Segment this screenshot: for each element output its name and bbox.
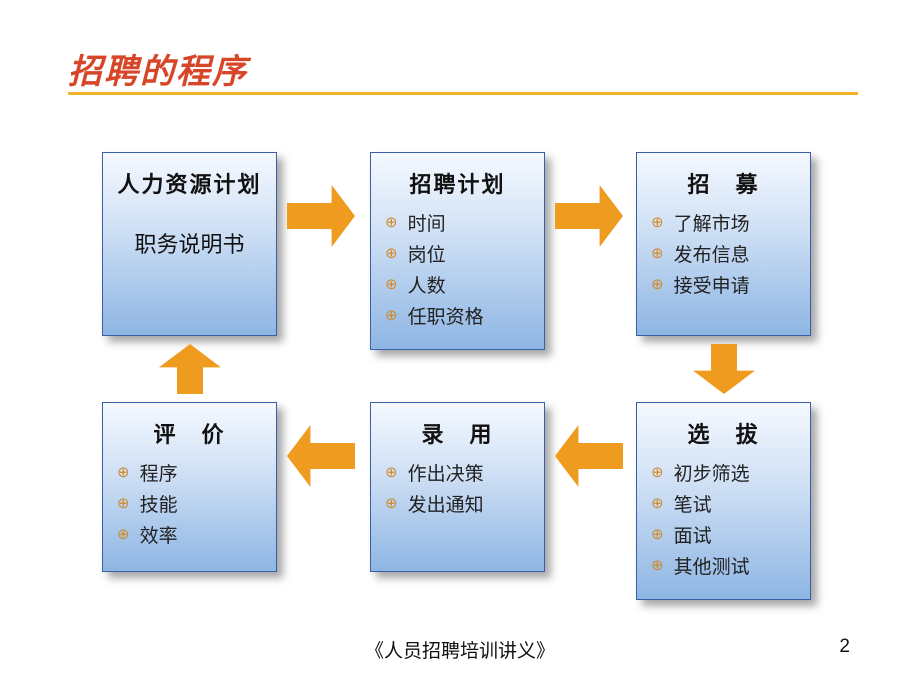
list-item: ⊕ 接受申请 <box>651 269 796 300</box>
box-title: 评 价 <box>117 417 262 449</box>
list-item: ⊕ 笔试 <box>651 488 796 519</box>
bullet-icon: ⊕ <box>117 465 130 480</box>
box-title: 选 拔 <box>651 417 796 449</box>
list-item: ⊕ 初步筛选 <box>651 457 796 488</box>
list-item: ⊕ 了解市场 <box>651 207 796 238</box>
list-item-label: 任职资格 <box>408 302 484 329</box>
bullet-icon: ⊕ <box>117 527 130 542</box>
list-item-label: 笔试 <box>674 490 712 517</box>
bullet-icon: ⊕ <box>651 277 664 292</box>
bullet-icon: ⊕ <box>385 246 398 261</box>
flow-arrow-a4 <box>555 425 623 492</box>
list-item: ⊕ 任职资格 <box>385 300 530 331</box>
footer-page-number: 2 <box>839 636 850 658</box>
bullet-icon: ⊕ <box>651 246 664 261</box>
box-item-list: ⊕ 时间 ⊕ 岗位 ⊕ 人数 ⊕ 任职资格 <box>385 207 530 331</box>
list-item-label: 发出通知 <box>408 490 484 517</box>
list-item-label: 发布信息 <box>674 240 750 267</box>
list-item: ⊕ 发布信息 <box>651 238 796 269</box>
bullet-icon: ⊕ <box>385 308 398 323</box>
list-item: ⊕ 岗位 <box>385 238 530 269</box>
bullet-icon: ⊕ <box>651 496 664 511</box>
flow-arrow-a6 <box>159 344 221 399</box>
list-item: ⊕ 程序 <box>117 457 262 488</box>
slide-title: 招聘的程序 <box>68 44 248 93</box>
slide-stage: 招聘的程序 《人员招聘培训讲义》 2 人力资源计划职务说明书 招聘计划 ⊕ 时间 ⊕ 岗位… <box>0 0 920 690</box>
flow-arrow-a2 <box>555 185 623 252</box>
list-item: ⊕ 时间 <box>385 207 530 238</box>
list-item-label: 人数 <box>408 271 446 298</box>
list-item: ⊕ 作出决策 <box>385 457 530 488</box>
box-title: 招聘计划 <box>385 167 530 199</box>
box-item-list: ⊕ 程序 ⊕ 技能 ⊕ 效率 <box>117 457 262 550</box>
bullet-icon: ⊕ <box>651 558 664 573</box>
bullet-icon: ⊕ <box>385 215 398 230</box>
flow-arrow-a5 <box>287 425 355 492</box>
list-item-label: 面试 <box>674 521 712 548</box>
bullet-icon: ⊕ <box>117 496 130 511</box>
bullet-icon: ⊕ <box>651 215 664 230</box>
bullet-icon: ⊕ <box>385 465 398 480</box>
list-item: ⊕ 发出通知 <box>385 488 530 519</box>
flow-box-b2: 招聘计划 ⊕ 时间 ⊕ 岗位 ⊕ 人数 ⊕ 任职资格 <box>370 152 545 350</box>
flow-arrow-a1 <box>287 185 355 252</box>
box-item-list: ⊕ 初步筛选 ⊕ 笔试 ⊕ 面试 ⊕ 其他测试 <box>651 457 796 581</box>
flow-arrow-a3 <box>693 344 755 399</box>
box-title: 招 募 <box>651 167 796 199</box>
bullet-icon: ⊕ <box>651 527 664 542</box>
flow-box-b5: 录 用 ⊕ 作出决策 ⊕ 发出通知 <box>370 402 545 572</box>
list-item-label: 技能 <box>140 490 178 517</box>
box-item-list: ⊕ 了解市场 ⊕ 发布信息 ⊕ 接受申请 <box>651 207 796 300</box>
list-item-label: 初步筛选 <box>674 459 750 486</box>
list-item-label: 时间 <box>408 209 446 236</box>
list-item-label: 其他测试 <box>674 552 750 579</box>
list-item-label: 程序 <box>140 459 178 486</box>
list-item-label: 接受申请 <box>674 271 750 298</box>
bullet-icon: ⊕ <box>385 277 398 292</box>
box-item-list: ⊕ 作出决策 ⊕ 发出通知 <box>385 457 530 519</box>
list-item-label: 了解市场 <box>674 209 750 236</box>
list-item-label: 效率 <box>140 521 178 548</box>
bullet-icon: ⊕ <box>651 465 664 480</box>
list-item-label: 岗位 <box>408 240 446 267</box>
box-subtitle: 职务说明书 <box>117 227 262 259</box>
list-item-label: 作出决策 <box>408 459 484 486</box>
flow-box-b3: 招 募 ⊕ 了解市场 ⊕ 发布信息 ⊕ 接受申请 <box>636 152 811 336</box>
list-item: ⊕ 其他测试 <box>651 550 796 581</box>
flow-box-b4: 评 价 ⊕ 程序 ⊕ 技能 ⊕ 效率 <box>102 402 277 572</box>
flow-box-b6: 选 拔 ⊕ 初步筛选 ⊕ 笔试 ⊕ 面试 ⊕ 其他测试 <box>636 402 811 600</box>
footer-title: 《人员招聘培训讲义》 <box>0 636 920 663</box>
title-rule <box>68 92 858 95</box>
box-title: 录 用 <box>385 417 530 449</box>
flow-box-b1: 人力资源计划职务说明书 <box>102 152 277 336</box>
box-title: 人力资源计划 <box>117 167 262 199</box>
list-item: ⊕ 技能 <box>117 488 262 519</box>
bullet-icon: ⊕ <box>385 496 398 511</box>
list-item: ⊕ 效率 <box>117 519 262 550</box>
list-item: ⊕ 人数 <box>385 269 530 300</box>
list-item: ⊕ 面试 <box>651 519 796 550</box>
